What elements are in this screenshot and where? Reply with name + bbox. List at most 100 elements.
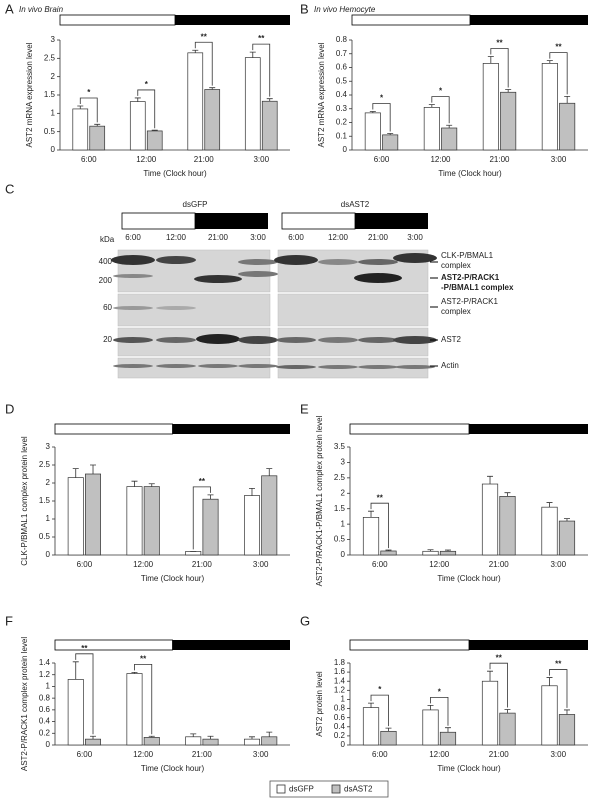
x-tick-label: 12:00	[136, 155, 157, 164]
lane-label: 12:00	[328, 233, 349, 242]
significance-bracket	[194, 41, 213, 86]
y-tick-label: 1.6	[334, 667, 346, 676]
significance-bracket	[79, 97, 98, 123]
y-tick-label: 3	[51, 35, 56, 44]
y-tick-label: 0.2	[39, 728, 51, 737]
error-bar	[487, 475, 494, 485]
bar	[244, 738, 260, 746]
dark-phase	[470, 15, 588, 25]
x-tick-label: 3:00	[253, 155, 269, 164]
significance-bracket	[490, 48, 509, 88]
y-tick-label: 2.5	[39, 460, 51, 469]
error-bar	[564, 95, 571, 104]
lane-label: 21:00	[208, 233, 229, 242]
x-tick-label: 6:00	[374, 155, 390, 164]
bar	[422, 709, 439, 746]
blot-band	[276, 337, 316, 343]
lane-label: 3:00	[407, 233, 423, 242]
significance-bracket	[370, 694, 389, 727]
panel-letter: C	[5, 181, 14, 196]
y-tick-label: 1.4	[334, 676, 346, 685]
panel-letter: A	[5, 1, 14, 16]
x-tick-label: 6:00	[372, 560, 388, 569]
light-phase	[351, 14, 471, 26]
error-bar	[207, 735, 214, 740]
error-bar	[487, 670, 494, 682]
bar	[423, 107, 440, 151]
marker: 200	[99, 276, 113, 285]
bar-chart: B In vivo Hemocyte 0 0.1 0.2 0.3 0.4 0.5 0.6 0.7 0…	[300, 1, 588, 178]
bar-chart: A In vivo Brain 0 0.5 1 1.5 2 2.5 3 AST2 mRNA exp…	[5, 1, 290, 178]
x-tick-label: 12:00	[133, 750, 154, 759]
legend-label: dsAST2	[344, 785, 373, 794]
y-tick-label: 0.4	[336, 90, 348, 99]
error-bar	[148, 483, 155, 487]
bar	[85, 738, 101, 746]
significance-mark: **	[496, 653, 503, 662]
y-tick-label: 0	[341, 550, 346, 559]
error-bar	[266, 98, 273, 102]
x-tick-label: 3:00	[253, 750, 269, 759]
blot-strip	[277, 293, 429, 327]
y-tick-label: 1	[51, 108, 56, 117]
bar	[499, 712, 516, 746]
bar-chart: D 0 0.5 1 1.5 2 2.5 3 CLK-P/BMAL1 complex protei…	[5, 401, 290, 583]
bar	[85, 473, 101, 556]
panel-letter: G	[300, 613, 310, 628]
blot-band	[276, 365, 316, 369]
error-bar	[444, 549, 451, 552]
significance-bracket	[549, 52, 568, 95]
y-tick-label: 0	[51, 145, 56, 154]
bar	[500, 91, 517, 151]
blot-strip	[117, 357, 271, 379]
x-axis-label: Time (Clock hour)	[141, 764, 205, 773]
light-phase	[54, 639, 173, 651]
bar	[422, 550, 439, 556]
blot-band	[238, 336, 278, 344]
panel-letter: F	[5, 613, 13, 628]
dark-phase	[172, 640, 290, 650]
dark-phase	[172, 424, 290, 434]
x-tick-label: 6:00	[77, 750, 93, 759]
error-bar	[94, 123, 101, 127]
bar	[541, 63, 558, 151]
error-bar	[563, 518, 570, 522]
blot-band	[274, 255, 318, 265]
error-bar	[209, 87, 216, 90]
error-bar	[72, 661, 79, 680]
lane-label: 6:00	[288, 233, 304, 242]
significance-mark: *	[438, 687, 442, 696]
error-bar	[77, 105, 84, 109]
bar	[126, 486, 143, 556]
blot-band	[194, 275, 242, 283]
error-bar	[427, 549, 434, 552]
y-tick-label: 0.5	[39, 532, 51, 541]
x-tick-label: 21:00	[489, 560, 510, 569]
x-tick-label: 12:00	[430, 155, 451, 164]
blot-band	[156, 256, 196, 264]
significance-bracket	[75, 653, 94, 735]
significance-mark: *	[380, 94, 384, 103]
blot-band	[358, 259, 398, 265]
band-label: AST2	[441, 335, 462, 344]
bar	[439, 550, 457, 556]
y-tick-label: 0.2	[334, 731, 346, 740]
y-tick-label: 0.6	[39, 705, 51, 714]
error-bar	[427, 704, 434, 710]
significance-mark: *	[145, 80, 149, 89]
panel-letter: E	[300, 401, 309, 416]
blot-band	[113, 337, 153, 343]
significance-mark: **	[377, 493, 384, 502]
chart-title: In vivo Brain	[19, 5, 64, 14]
x-tick-label: 3:00	[550, 750, 566, 759]
blot-band	[395, 365, 435, 369]
y-tick-label: 0.1	[336, 131, 348, 140]
y-tick-label: 1	[341, 695, 346, 704]
y-tick-label: 3.5	[334, 442, 346, 451]
significance-mark: **	[555, 43, 562, 52]
y-tick-label: 0.8	[336, 35, 348, 44]
y-tick-label: 2	[46, 478, 51, 487]
y-tick-label: 1.2	[39, 670, 51, 679]
error-bar	[131, 671, 138, 674]
blot-band	[198, 364, 238, 368]
